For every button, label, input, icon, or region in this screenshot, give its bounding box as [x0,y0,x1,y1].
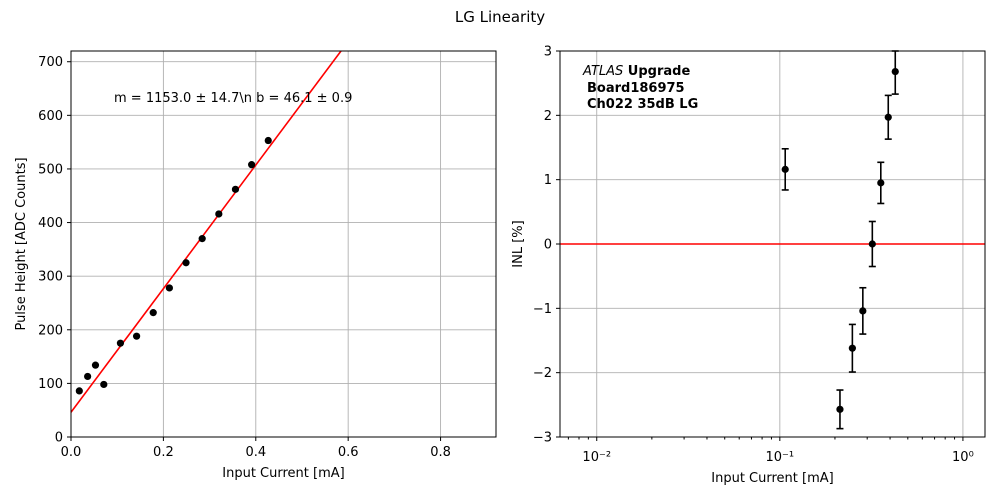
right-data-point [891,67,899,76]
left-y-tick-label: 100 [38,377,63,392]
left-data-point [248,161,256,169]
right-y-tick-label: 3 [544,45,552,60]
left-y-tick-label: 200 [38,323,63,338]
atlas-label: ATLAS Upgrade [582,64,690,79]
right-x-tick-label: 10⁻² [582,450,611,465]
right-x-axis-label: Input Current [mA] [711,471,833,486]
left-x-tick-label: 0.0 [61,445,82,460]
left-fit-line [70,50,342,413]
left-data-point [198,235,206,243]
left-x-axis-label: Input Current [mA] [222,466,344,481]
right-data-point [868,240,876,248]
left-y-tick-label: 600 [38,109,63,124]
atlas-label-rest: Upgrade [623,64,690,79]
right-y-tick-label: 0 [544,238,552,253]
right-y-tick-label: −3 [533,431,552,446]
channel-label: Ch022 35dB LG [587,97,698,112]
left-data-point [215,210,223,218]
right-data-points [781,50,899,430]
left-y-tick-label: 0 [55,431,63,446]
left-fit-annotation: m = 1153.0 ± 14.7\n b = 46.1 ± 0.9 [114,91,352,106]
left-data-point [149,309,157,317]
right-ticks: 10⁻² 10⁻¹ 10⁰ −3 −2 −1 0 1 2 3 [533,45,974,466]
left-x-tick-label: 0.2 [153,445,174,460]
figure-title: LG Linearity [455,8,545,26]
left-data-point [84,372,92,381]
right-data-point [877,179,885,187]
left-x-tick-label: 0.4 [245,445,266,460]
left-data-point [231,185,240,193]
left-data-points [75,136,272,395]
left-data-point [132,332,141,340]
left-y-axis-label: Pulse Height [ADC Counts] [14,157,29,330]
board-label: Board186975 [587,81,685,96]
left-data-point [100,380,108,389]
right-y-tick-label: −2 [533,366,552,381]
right-x-tick-label: 10⁻¹ [766,450,795,465]
right-y-tick-label: −1 [533,302,552,317]
left-x-tick-label: 0.6 [338,445,359,460]
right-x-tick-label: 10⁰ [952,450,974,465]
left-fit-line-group [70,50,342,413]
left-data-point [165,284,173,292]
left-y-tick-label: 300 [38,270,63,285]
left-y-tick-label: 500 [38,162,63,177]
right-data-point [859,307,867,315]
right-y-axis-label: INL [%] [511,220,526,267]
left-data-point [116,339,125,347]
right-y-tick-label: 1 [544,173,552,188]
left-data-point [75,387,83,395]
right-data-point [884,113,892,121]
left-ticks: 0.0 0.2 0.4 0.6 0.8 0 100 200 300 400 500 600 700 [38,55,451,460]
left-y-tick-label: 400 [38,216,63,231]
left-data-point [91,361,100,369]
left-data-point [264,136,272,145]
right-data-point [848,344,856,352]
left-y-tick-label: 700 [38,55,63,70]
right-data-point [836,405,844,413]
left-data-point [182,259,190,267]
right-y-tick-label: 2 [544,109,552,124]
left-x-tick-label: 0.8 [430,445,451,460]
right-data-point [781,165,789,173]
atlas-label-word: ATLAS [582,64,623,79]
right-panel: 10⁻² 10⁻¹ 10⁰ −3 −2 −1 0 1 2 3 ATLAS Upgrade Boar… [511,45,986,486]
left-panel: 0.0 0.2 0.4 0.6 0.8 0 100 200 300 400 500 600 700 m … [14,50,497,481]
left-grid [70,51,496,438]
left-plot-frame [70,50,497,438]
